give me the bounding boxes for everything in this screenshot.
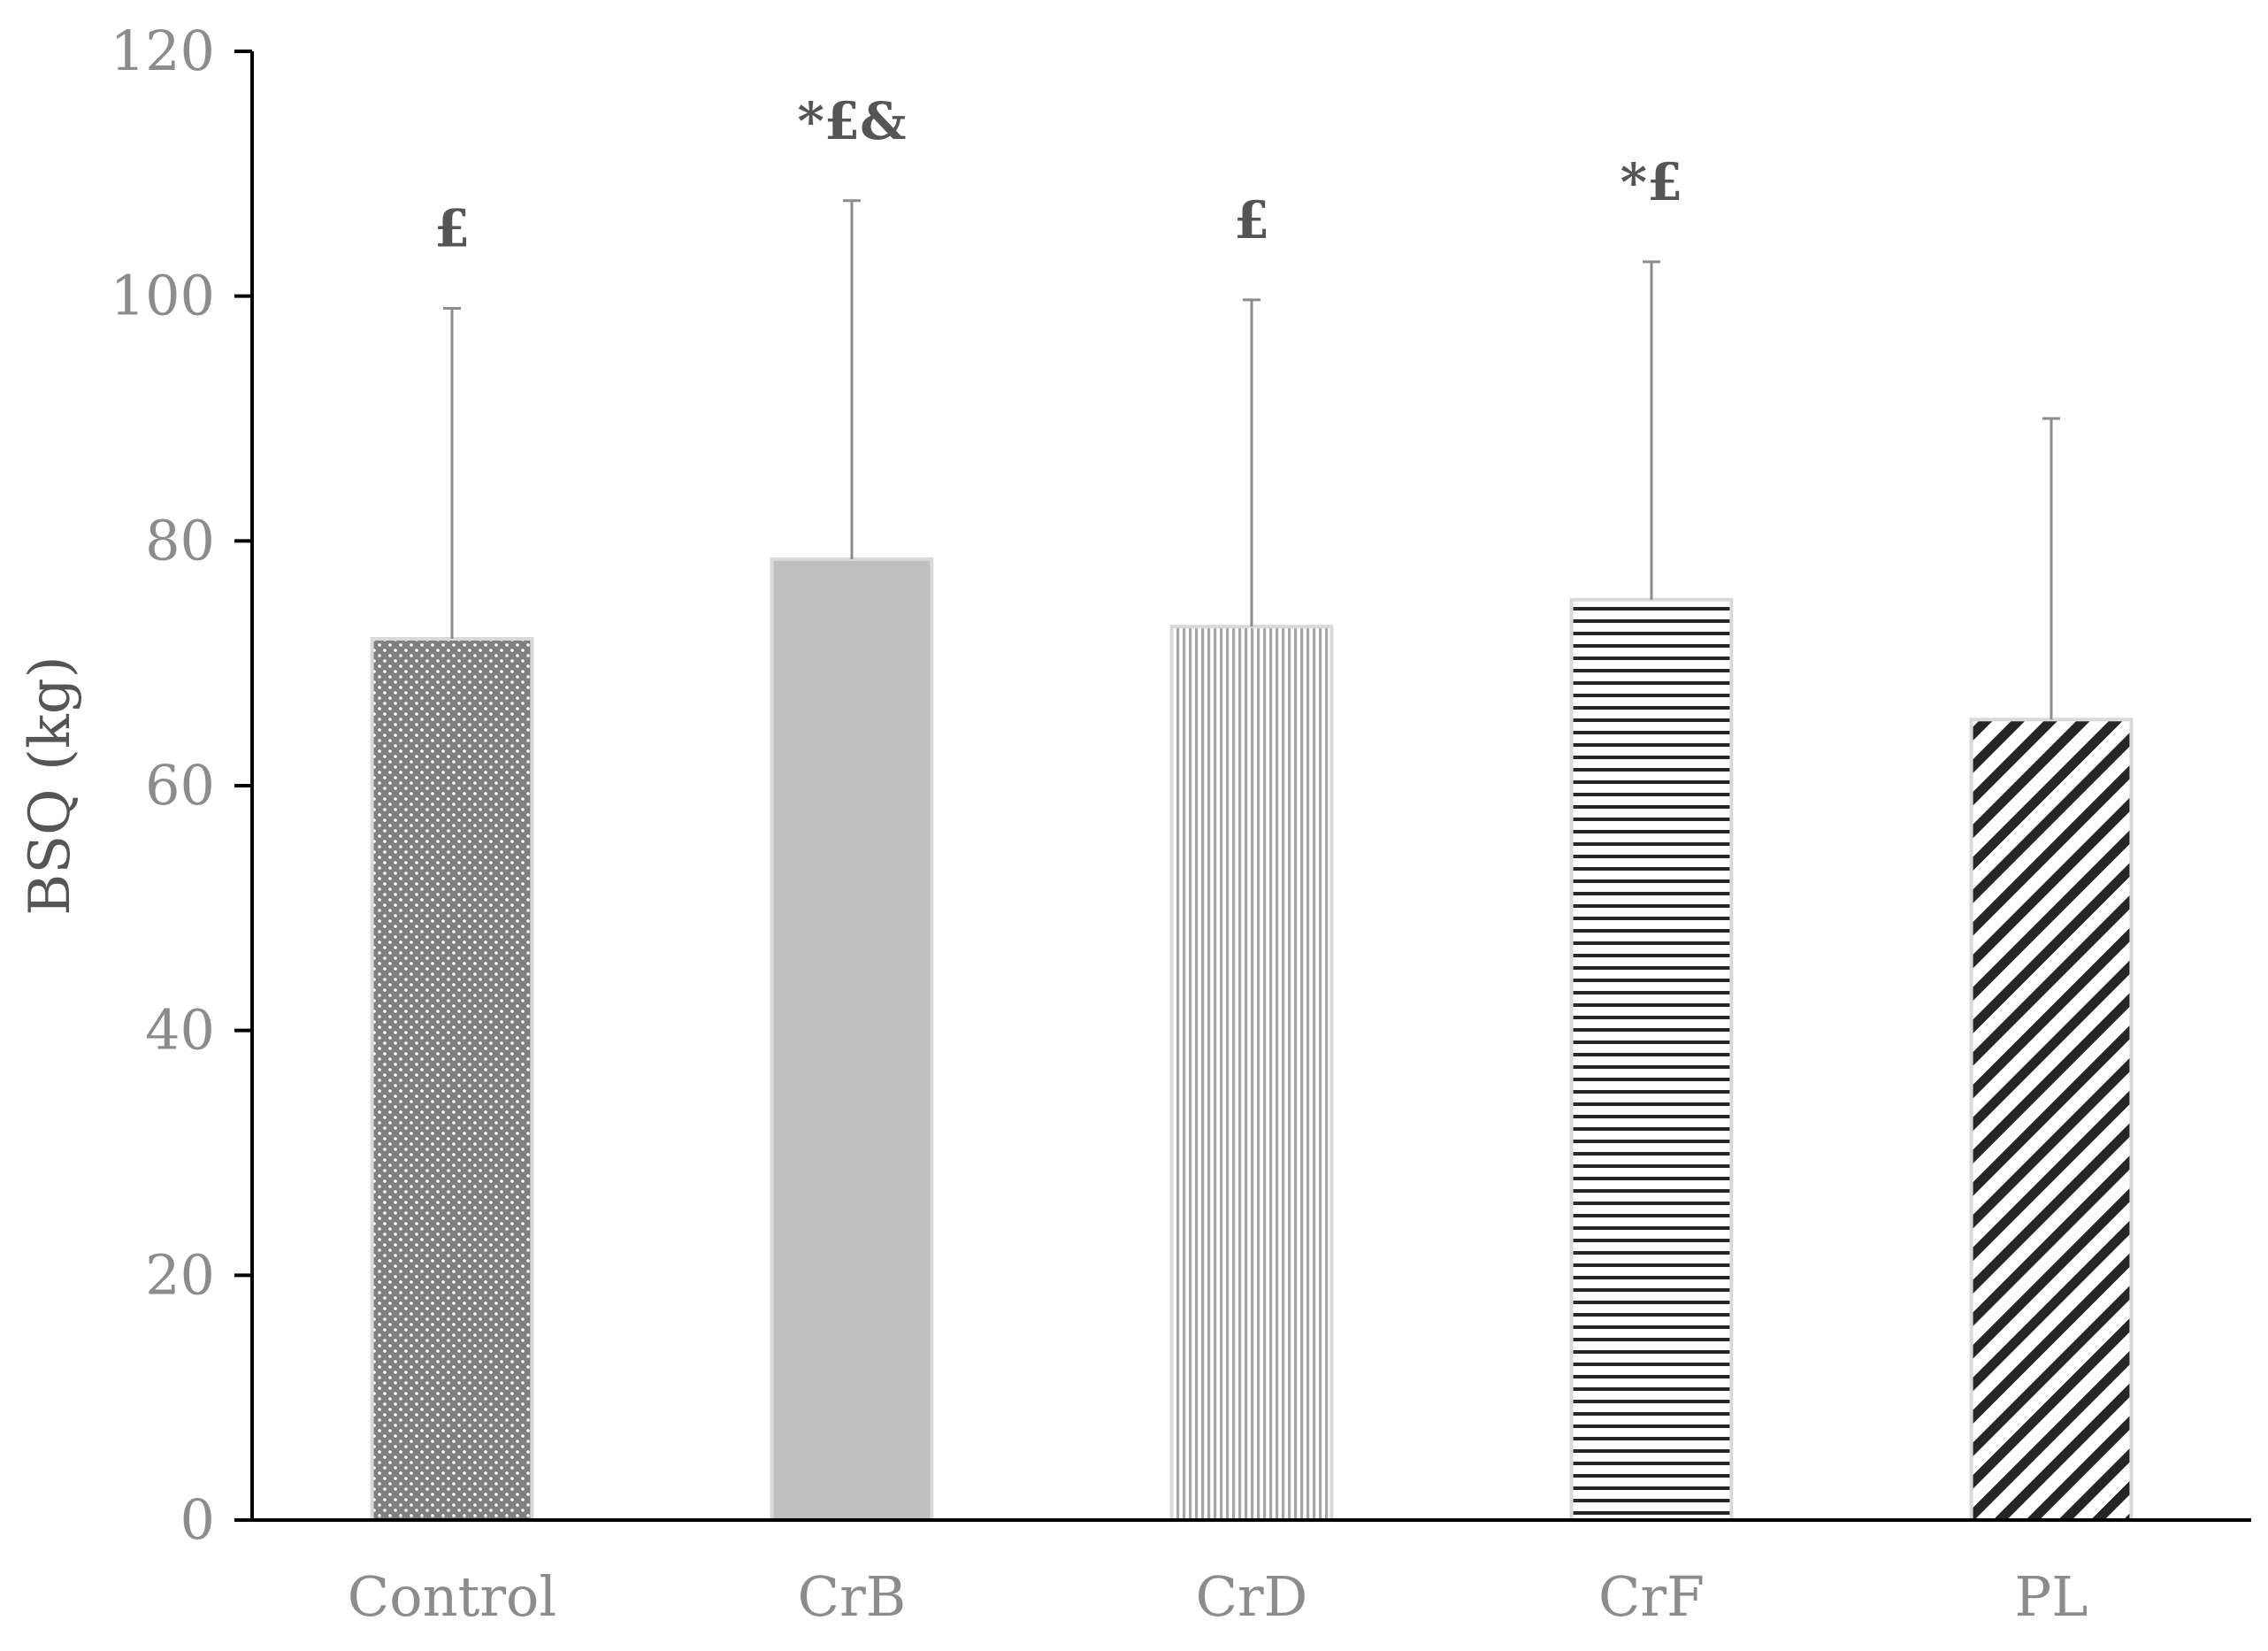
bar-crd: [1169, 625, 1334, 1522]
category-labels-group: Control CrB CrD CrF PL: [348, 1564, 2088, 1629]
category-label-crb: CrB: [798, 1564, 907, 1629]
y-tick-label: 120: [111, 19, 215, 83]
bar-pl: [1969, 718, 2134, 1522]
y-tick-label: 0: [180, 1487, 215, 1552]
significance-label-crf: *£: [1621, 152, 1683, 212]
significance-label-crb: *£&: [797, 91, 906, 151]
category-label-crf: CrF: [1598, 1564, 1705, 1629]
category-label-crd: CrD: [1196, 1564, 1308, 1629]
y-tick-label: 100: [111, 264, 215, 328]
y-tick-label: 80: [145, 508, 215, 572]
y-tick-label: 60: [145, 753, 215, 818]
category-label-pl: PL: [2015, 1564, 2088, 1629]
annotations-group: £ *£& £ *£: [434, 91, 1683, 259]
significance-label-crd: £: [1234, 190, 1269, 250]
significance-label-control: £: [434, 199, 470, 259]
y-axis-title: BSQ (kg): [18, 656, 83, 915]
y-tick-label: 20: [145, 1242, 215, 1307]
bar-crf: [1569, 597, 1734, 1523]
bar-crb: [770, 557, 934, 1522]
y-tick-label: 40: [145, 998, 215, 1063]
y-axis-ticks: 0 20 40 60 80 100 120: [111, 19, 252, 1552]
category-label-control: Control: [348, 1564, 556, 1629]
error-bars-group: [443, 199, 2060, 720]
bars-group: [370, 557, 2134, 1523]
bar-control: [370, 637, 534, 1522]
